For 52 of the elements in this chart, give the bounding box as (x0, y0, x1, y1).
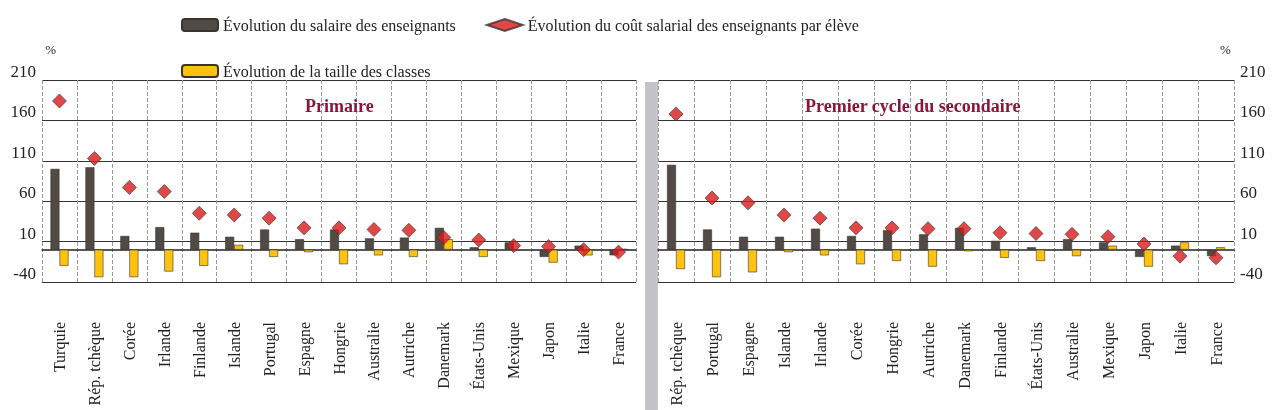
x-tick-label: France (610, 322, 628, 366)
x-tick-label: Islande (775, 322, 793, 369)
x-tick-label: Mexique (1099, 322, 1118, 379)
x-tick-label: Islande (225, 322, 243, 369)
x-tick-label: Italie (575, 322, 593, 355)
x-tick-label: Japon (1135, 322, 1154, 360)
text: Primaire (305, 96, 374, 116)
x-tick-label: Finlande (190, 322, 208, 378)
x-tick-label: Corée (847, 322, 865, 361)
x-tick-label: Italie (1171, 322, 1189, 355)
x-tick-label: Portugal (703, 321, 722, 377)
x-tick-label: Espagne (295, 322, 314, 377)
x-tick-label: Hongrie (330, 322, 349, 375)
y-tick-label: -40 (13, 264, 36, 283)
x-tick-label: États-Unis (469, 322, 488, 390)
y-axis-title: % (1220, 42, 1231, 57)
legend-label: Évolution de la taille des classes (223, 61, 431, 80)
x-tick-label: Australie (365, 322, 383, 381)
y-tick-label: 160 (10, 102, 36, 122)
x-tick-label: Japon (540, 322, 559, 360)
y-tick-label: 60 (1240, 183, 1257, 203)
y-axis-title: % (45, 42, 57, 57)
x-tick-label: États-Unis (1026, 322, 1045, 390)
x-tick-label: Australie (1063, 322, 1081, 381)
x-tick-label: Portugal (260, 321, 279, 377)
x-tick-label: Irlande (811, 322, 829, 368)
y-tick-label: 10 (1240, 223, 1257, 243)
legend-label: Évolution du salaire des enseignants (223, 15, 456, 35)
text: Premier cycle du secondaire (805, 96, 1021, 116)
x-tick-label: Irlande (155, 322, 173, 368)
y-tick-label: 110 (1240, 142, 1265, 162)
x-tick-label: Turquie (50, 322, 69, 373)
x-tick-label: Espagne (739, 322, 758, 377)
x-tick-label: France (1207, 322, 1225, 366)
x-tick-label: Hongrie (883, 322, 902, 375)
x-tick-label: Danemark (955, 322, 973, 389)
y-tick-label: 210 (10, 62, 36, 81)
y-tick-label: 10 (19, 223, 36, 243)
y-tick-label: 210 (1240, 62, 1266, 81)
y-tick-label: 60 (19, 183, 36, 203)
x-tick-label: Rép. tchèque (85, 322, 104, 406)
x-tick-label: Finlande (991, 322, 1009, 378)
x-tick-label: Mexique (505, 322, 524, 379)
x-tick-label: Corée (120, 322, 138, 361)
legend-label: Évolution du coût salarial des enseignants par élève (527, 15, 859, 35)
x-tick-label: Rép. tchèque (667, 322, 686, 406)
y-tick-label: 110 (11, 142, 36, 162)
x-tick-label: Autriche (919, 322, 937, 378)
y-tick-label: 160 (1240, 102, 1266, 122)
x-tick-label: Danemark (435, 322, 453, 389)
x-tick-label: Autriche (400, 322, 418, 378)
y-tick-label: -40 (1240, 264, 1263, 283)
